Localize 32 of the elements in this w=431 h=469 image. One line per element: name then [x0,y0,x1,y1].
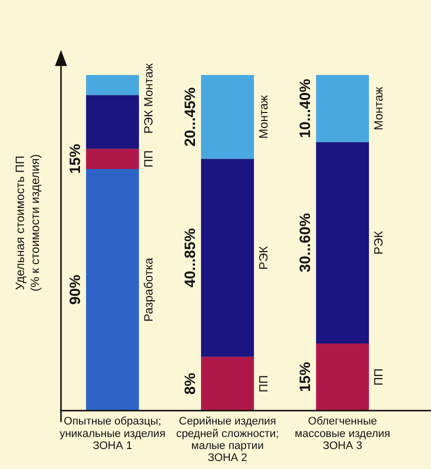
bar [201,356,254,411]
bar [201,75,254,159]
x-tick-label: Серийные изделия средней сложности; малые партии ЗОНА 2 [176,416,279,464]
text: Разработка [141,257,156,322]
bar [86,168,139,411]
bar [201,158,254,357]
annotation: 8% [182,372,200,395]
annotation: 30...60% [297,213,314,272]
annotation: 20...45% [182,87,200,147]
bar [86,95,139,149]
annotation: 10...40% [297,78,314,138]
text: РЭК [256,246,270,270]
y-axis-title: Удельная стоимость ПП (% к стоимости изделия) [12,154,42,292]
bar [316,343,369,411]
bar [86,75,139,96]
annotation: 90% [67,274,84,305]
annotation: 15% [67,144,84,174]
annotation: 40...85% [182,228,200,288]
x-tick-label: Опытные образцы; уникальные изделия ЗОНА 1 [60,416,166,452]
text: Монтаж [371,86,386,130]
annotation: 15% [297,362,314,392]
bar [316,75,369,142]
text: ПП [371,368,386,386]
text: Монтаж [141,63,156,107]
bar [86,148,139,169]
text: ПП [141,150,156,168]
x-tick-label: Облегченные массовые изделия ЗОНА 3 [294,416,390,452]
text: ПП [256,375,270,392]
text: РЭК [141,110,156,134]
text: РЭК [371,230,386,255]
bar [316,142,369,344]
text: Монтаж [256,95,270,139]
